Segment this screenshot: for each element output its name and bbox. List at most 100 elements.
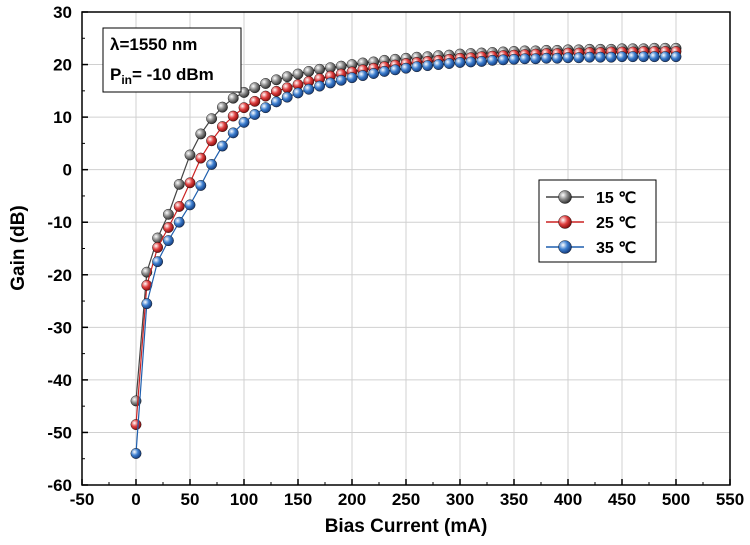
data-point [260,102,271,114]
data-point [195,128,207,140]
data-point [357,70,369,81]
data-point [249,82,261,94]
data-point [238,102,250,114]
data-point [260,90,271,102]
data-point [497,54,509,66]
data-point [324,77,336,89]
data-point [270,85,282,97]
x-tick-label: 50 [181,490,200,509]
data-point [292,68,304,80]
data-point [627,51,639,63]
data-point [270,74,282,86]
data-point [227,127,239,139]
data-point [152,256,164,268]
x-tick-label: 400 [554,490,582,509]
data-point [605,51,617,63]
x-tick-label: 100 [230,490,258,509]
y-tick-label: 0 [63,161,72,180]
data-point [141,298,153,310]
data-point [195,152,207,164]
data-point [659,51,671,63]
data-point [173,216,185,228]
data-point [584,51,595,63]
annotation-box: λ=1550 nm Pin= -10 dBm [102,27,242,93]
legend-item-15: 15 ℃ [546,190,636,207]
x-axis-title: Bias Current (mA) [325,516,488,537]
data-point [335,74,347,86]
data-point [454,57,466,68]
x-tick-label: 250 [392,490,420,509]
data-point [238,116,250,128]
data-point [281,82,293,94]
data-point [216,101,228,113]
data-point [670,51,682,63]
data-point [206,113,218,125]
x-tick-label: 200 [338,490,366,509]
data-point [562,52,574,64]
legend-marker [558,215,572,229]
x-tick-label: 450 [608,490,636,509]
annotation-wavelength: λ=1550 nm [110,35,197,54]
data-point [206,135,218,147]
data-point [422,60,433,72]
data-point [270,96,282,108]
data-point [249,95,261,107]
data-point [162,222,174,233]
data-point [260,78,271,89]
y-tick-label: -30 [47,318,72,337]
data-point [195,180,207,191]
data-point [530,53,541,65]
data-point [649,51,660,63]
legend-label: 15 ℃ [596,190,636,207]
x-tick-label: 550 [716,490,744,509]
data-point [508,53,520,65]
data-point [519,53,531,65]
data-point [314,63,325,75]
data-point [303,83,315,95]
data-point [216,140,228,152]
data-point [227,92,239,104]
y-tick-label: -20 [47,266,72,285]
axis-ticks: -50 0 50 100 150 200 250 300 350 400 450 500 550-60-… [47,3,744,509]
data-point [184,149,196,161]
y-axis-title: Gain (dB) [8,205,29,291]
data-point [346,72,358,84]
y-tick-label: 20 [53,56,72,75]
x-tick-label: 150 [284,490,312,509]
data-point [368,68,379,79]
data-point [162,208,174,220]
legend-marker [558,190,572,204]
data-point [378,65,390,77]
data-point [281,91,293,103]
y-tick-label: -40 [47,371,72,390]
data-point [465,56,477,68]
data-point [130,448,142,459]
data-point [595,51,606,63]
x-tick-label: -50 [70,490,95,509]
x-tick-label: 300 [446,490,474,509]
y-tick-label: -60 [47,476,72,495]
data-point [130,419,142,430]
x-tick-label: 500 [662,490,690,509]
series-layer [130,42,682,459]
data-point [541,52,552,64]
data-point [249,109,261,120]
data-point [152,242,164,253]
data-point [432,59,444,70]
y-tick-label: -10 [47,213,72,232]
legend-item-35: 35 ℃ [546,240,636,257]
legend-label: 25 ℃ [596,215,636,232]
data-point [314,80,325,92]
data-point [184,177,196,189]
legend: 15 ℃ 25 ℃ 35 ℃ [538,179,657,263]
data-point [206,159,218,170]
annotation-power: Pin= -10 dBm [110,65,214,87]
series-35 [130,51,682,459]
y-tick-label: 10 [53,108,72,127]
legend-marker [558,240,572,254]
legend-label: 35 ℃ [596,240,636,257]
data-point [616,51,628,63]
data-point [411,61,423,73]
legend-item-25: 25 ℃ [546,215,636,232]
y-tick-label: 30 [53,3,72,22]
